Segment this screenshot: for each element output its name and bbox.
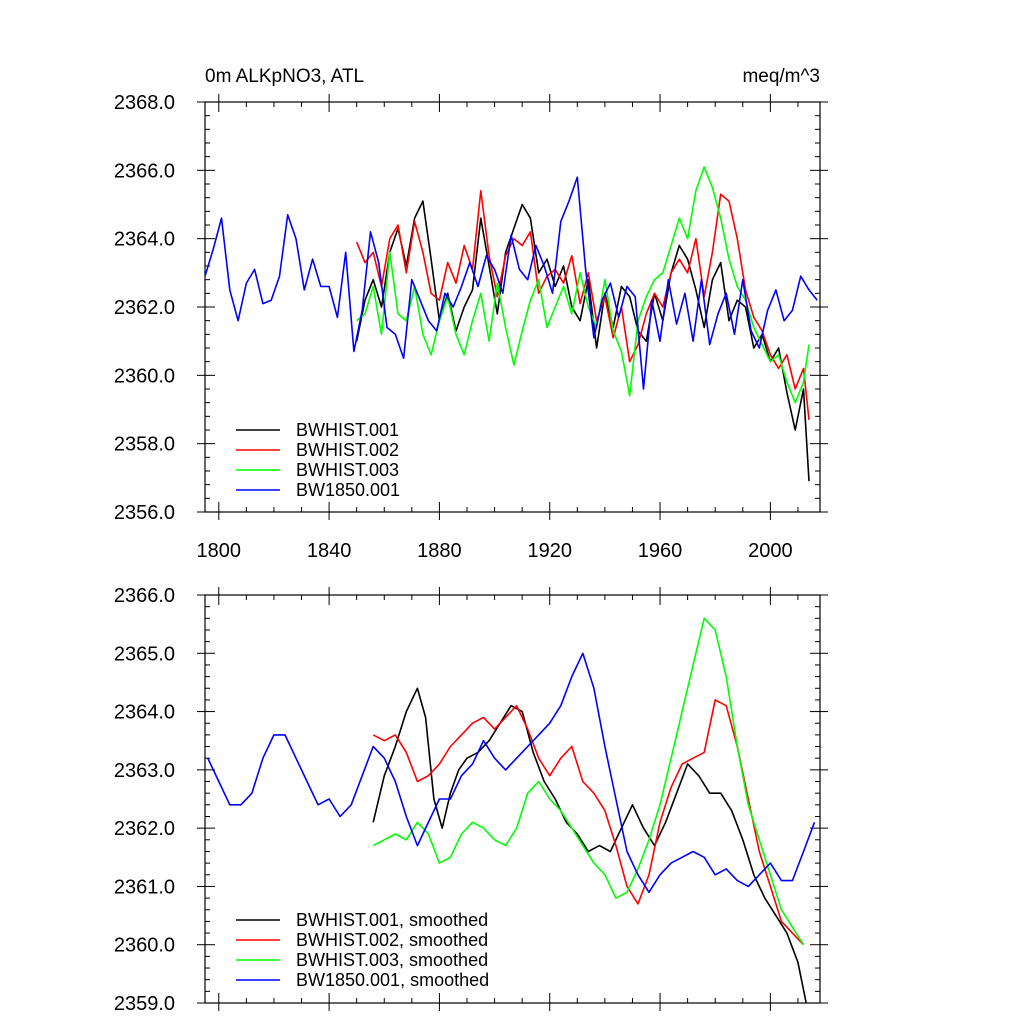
y-tick-label: 2364.0 [114, 229, 175, 251]
legend-label: BWHIST.003 [296, 460, 399, 480]
series-line-bwhist-003 [356, 166, 810, 404]
series-group [205, 166, 818, 482]
y-tick-label: 2360.0 [114, 935, 175, 957]
y-tick-label: 2368.0 [114, 92, 175, 114]
series-line-bwhist-001 [355, 200, 810, 482]
upper-panel: 2356.0 2358.0 2360.0 2362.0 2364.0 2366.0 2368… [114, 66, 828, 562]
plot-frame [204, 594, 821, 1004]
y-tick-label: 2362.0 [114, 818, 175, 840]
legend-label: BWHIST.001 [296, 420, 399, 440]
y-tick-label: 2359.0 [114, 993, 175, 1015]
panel-title: 0m ALKpNO3, ATL [205, 66, 364, 87]
y-tick-label: 2361.0 [114, 876, 175, 898]
y-tick-label: 2363.0 [114, 760, 175, 782]
legend-label: BWHIST.002, smoothed [296, 930, 488, 950]
series-line-bwhist-001-smoothed [372, 687, 807, 1003]
series-line-bwhist-003-smoothed [372, 617, 805, 946]
y-tick-label: 2358.0 [114, 434, 175, 456]
y-tick-label: 2356.0 [114, 502, 175, 524]
legend-label: BWHIST.003, smoothed [296, 950, 488, 970]
units-label: meq/m^3 [742, 66, 820, 87]
y-tick-label: 2365.0 [114, 643, 175, 665]
y-tick-label: 2366.0 [114, 160, 175, 182]
legend-label: BWHIST.002 [296, 440, 399, 460]
y-tick-label: 2366.0 [114, 585, 175, 607]
series-line-bwhist-002-smoothed [372, 699, 805, 946]
x-tick-label: 1840 [307, 540, 352, 562]
legend-label: BW1850.001, smoothed [296, 970, 489, 990]
series-group [207, 617, 816, 1003]
x-tick-label: 1920 [527, 540, 572, 562]
series-line-bw1850-001-smoothed [207, 652, 816, 894]
x-tick-label: 1880 [417, 540, 462, 562]
y-tick-label: 2362.0 [114, 297, 175, 319]
x-tick-label: 1800 [197, 540, 242, 562]
legend-label: BW1850.001 [296, 480, 400, 500]
x-tick-label: 2000 [748, 540, 793, 562]
y-tick-label: 2364.0 [114, 702, 175, 724]
legend-label: BWHIST.001, smoothed [296, 910, 488, 930]
series-line-bw1850-001 [205, 176, 818, 390]
y-tick-label: 2360.0 [114, 365, 175, 387]
lower-panel: 2359.0 2360.0 2361.0 2362.0 2363.0 2364.0 2365… [114, 585, 828, 1015]
x-tick-label: 1960 [638, 540, 683, 562]
